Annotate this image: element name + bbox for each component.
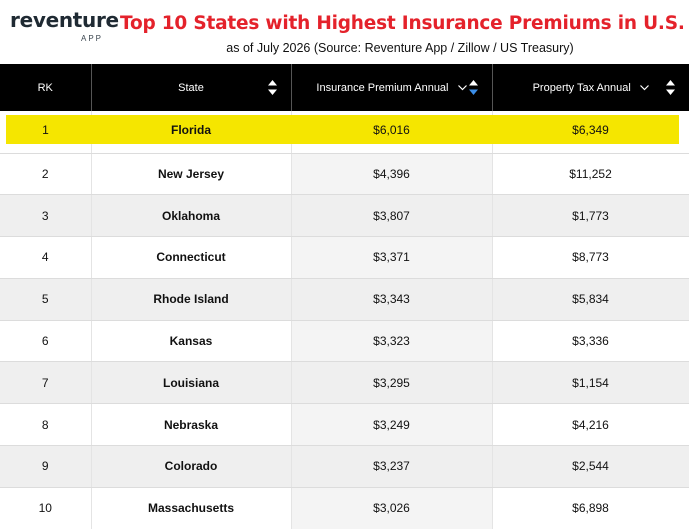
- column-header-property-tax[interactable]: Property Tax Annual: [492, 64, 689, 111]
- ranking-table: RK State Insurance Premium Annual: [0, 64, 689, 529]
- insurance-cell: $6,016: [373, 122, 410, 137]
- insurance-cell: $3,371: [291, 236, 493, 279]
- state-cell: New Jersey: [91, 153, 292, 196]
- property-tax-cell: $5,834: [492, 278, 689, 321]
- rank-cell: 5: [0, 278, 92, 321]
- property-tax-cell: $4,216: [492, 403, 689, 447]
- state-cell: Kansas: [91, 320, 292, 363]
- property-tax-cell: $11,252: [492, 153, 689, 196]
- column-header-label: RK: [37, 81, 53, 94]
- column-header-insurance[interactable]: Insurance Premium Annual: [291, 64, 493, 111]
- rank-cell: 8: [0, 403, 92, 447]
- chart-title: Top 10 States with Highest Insurance Pre…: [120, 13, 685, 34]
- column-header-label: Insurance Premium Annual: [316, 81, 449, 94]
- rank-cell: 6: [0, 320, 92, 363]
- property-tax-cell: $6,349: [572, 122, 609, 137]
- state-cell: Massachusetts: [91, 487, 292, 529]
- insurance-cell: $3,026: [291, 487, 493, 529]
- insurance-cell: $3,807: [291, 194, 493, 238]
- property-tax-cell: $8,773: [492, 236, 689, 279]
- highlight-bar: [6, 115, 679, 144]
- highlighted-row[interactable]: 1 Florida $6,016 $6,349: [0, 115, 689, 144]
- property-tax-cell: $1,773: [492, 194, 689, 238]
- insurance-cell: $3,343: [291, 278, 493, 321]
- table-row[interactable]: 3 Oklahoma $3,807 $1,773: [0, 194, 689, 238]
- property-tax-cell: $6,898: [492, 487, 689, 529]
- rank-cell: 1: [42, 122, 49, 137]
- column-header-state[interactable]: State: [91, 64, 292, 111]
- column-header-label: State: [178, 81, 204, 94]
- insurance-cell: $3,295: [291, 361, 493, 405]
- chevron-down-icon[interactable]: [457, 83, 467, 92]
- state-cell: Rhode Island: [91, 278, 292, 321]
- rank-cell: 2: [0, 153, 92, 196]
- property-tax-cell: $2,544: [492, 445, 689, 488]
- table-row[interactable]: 5 Rhode Island $3,343 $5,834: [0, 278, 689, 321]
- brand-sub: APP: [81, 34, 104, 43]
- state-cell: Connecticut: [91, 236, 292, 279]
- brand-logo: reventure APP: [10, 8, 119, 48]
- property-tax-cell: $3,336: [492, 320, 689, 363]
- sort-icon[interactable]: [666, 80, 675, 95]
- table-row[interactable]: 6 Kansas $3,323 $3,336: [0, 320, 689, 363]
- sort-icon[interactable]: [267, 80, 277, 95]
- insurance-cell: $3,249: [291, 403, 493, 447]
- state-cell: Florida: [170, 122, 211, 137]
- insurance-cell: $3,237: [291, 445, 493, 488]
- table-row[interactable]: 9 Colorado $3,237 $2,544: [0, 445, 689, 488]
- rank-cell: 10: [0, 487, 92, 529]
- table-row[interactable]: 10 Massachusetts $3,026 $6,898: [0, 487, 689, 529]
- insurance-cell: $3,323: [291, 320, 493, 363]
- table-row[interactable]: 7 Louisiana $3,295 $1,154: [0, 361, 689, 405]
- table-row[interactable]: 2 New Jersey $4,396 $11,252: [0, 153, 689, 196]
- rank-cell: 7: [0, 361, 92, 405]
- rank-cell: 9: [0, 445, 92, 488]
- column-header-label: Property Tax Annual: [532, 81, 631, 94]
- insurance-cell: $4,396: [291, 153, 493, 196]
- state-cell: Nebraska: [91, 403, 292, 447]
- brand-name: reventure: [10, 8, 119, 32]
- table-body: 2 New Jersey $4,396 $11,252 3 Oklahoma $3,807 $…: [0, 111, 689, 529]
- table-header-row: RK State Insurance Premium Annual: [0, 64, 689, 111]
- column-header-rank[interactable]: RK: [0, 64, 92, 111]
- chart-subtitle: as of July 2026 (Source: Reventure App /…: [226, 41, 574, 55]
- state-cell: Oklahoma: [91, 194, 292, 238]
- state-cell: Louisiana: [91, 361, 292, 405]
- rank-cell: 4: [0, 236, 92, 279]
- table-row[interactable]: 4 Connecticut $3,371 $8,773: [0, 236, 689, 279]
- state-cell: Colorado: [91, 445, 292, 488]
- table-row[interactable]: 8 Nebraska $3,249 $4,216: [0, 403, 689, 447]
- chevron-down-icon[interactable]: [639, 83, 649, 92]
- rank-cell: 3: [0, 194, 92, 238]
- sort-active-icon[interactable]: [468, 80, 478, 95]
- property-tax-cell: $1,154: [492, 361, 689, 405]
